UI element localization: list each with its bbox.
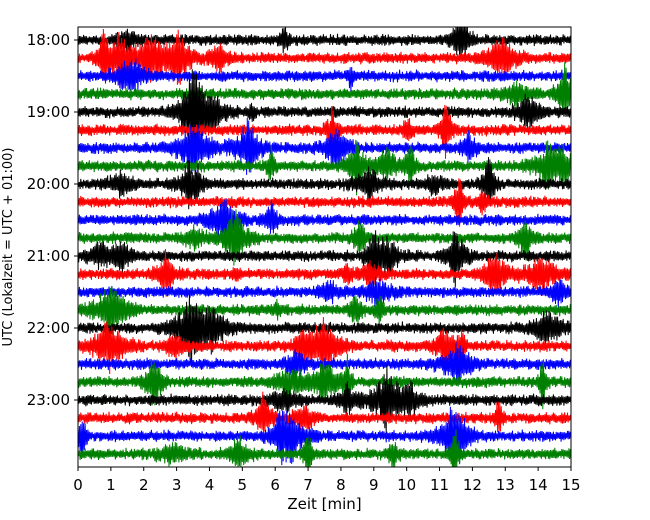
x-tick-label: 12 (463, 476, 482, 494)
y-tick-label: 23:00 (27, 391, 70, 409)
x-tick-label: 7 (303, 476, 313, 494)
trace-line (78, 27, 571, 59)
x-tick-label: 11 (430, 476, 449, 494)
x-tick-label: 5 (238, 476, 248, 494)
trace-line (78, 276, 571, 310)
x-tick-label: 0 (73, 476, 83, 494)
trace-line (78, 209, 571, 266)
x-tick-label: 9 (369, 476, 379, 494)
x-tick-label: 6 (270, 476, 280, 494)
x-tick-label: 2 (139, 476, 149, 494)
plot-frame (77, 26, 572, 468)
trace-line (78, 365, 571, 434)
x-tick-label: 14 (529, 476, 548, 494)
x-tick-label: 13 (496, 476, 515, 494)
y-axis-ticks: 18:00 19:00 20:00 21:00 22:00 23:00 (27, 31, 78, 409)
y-tick-label: 22:00 (27, 319, 70, 337)
trace-line (78, 391, 571, 437)
trace-line (78, 353, 571, 410)
x-axis-label: Zeit [min] (287, 495, 361, 513)
trace-line (78, 69, 571, 155)
trace-line (78, 287, 571, 340)
trace-line (78, 198, 571, 246)
y-axis-label: UTC (Lokalzeit = UTC + 01:00) (1, 148, 16, 347)
x-tick-label: 1 (106, 476, 116, 494)
trace-line (78, 104, 571, 159)
x-tick-label: 15 (561, 476, 580, 494)
trace-line (78, 157, 571, 210)
trace-line (78, 230, 571, 288)
trace-line (78, 62, 571, 117)
trace-line (78, 317, 571, 375)
trace-line (78, 178, 571, 227)
y-tick-label: 18:00 (27, 31, 70, 49)
trace-line (78, 28, 571, 89)
x-tick-label: 3 (172, 476, 182, 494)
trace-line (78, 117, 571, 178)
trace-line (78, 248, 571, 297)
y-tick-label: 20:00 (27, 175, 70, 193)
x-tick-label: 10 (397, 476, 416, 494)
x-axis-ticks: 0 1 2 3 4 5 6 7 8 9 10 11 12 13 14 15 (73, 467, 581, 494)
x-tick-label: 8 (336, 476, 346, 494)
x-tick-label: 4 (205, 476, 215, 494)
trace-line (78, 341, 571, 386)
y-tick-label: 21:00 (27, 247, 70, 265)
trace-line (78, 406, 571, 467)
trace-line (78, 58, 571, 95)
y-tick-label: 19:00 (27, 103, 70, 121)
seismic-traces (78, 27, 571, 467)
trace-line (78, 429, 571, 467)
